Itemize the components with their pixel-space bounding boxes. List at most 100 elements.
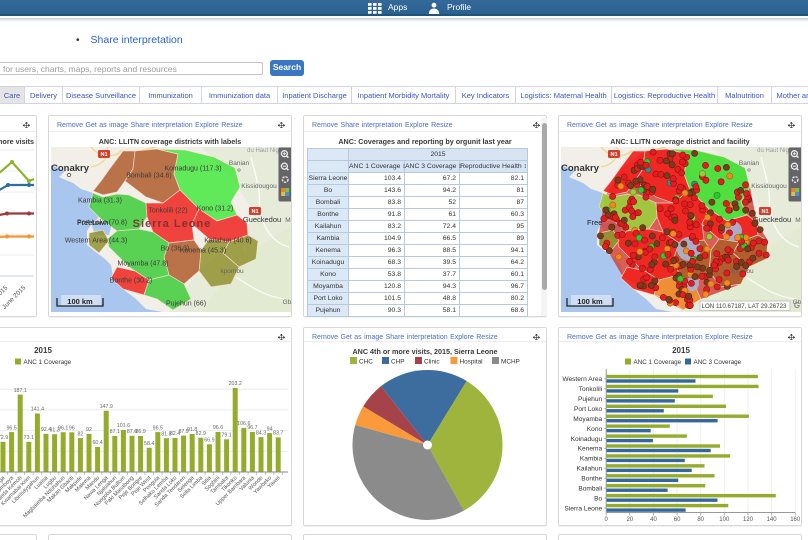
svg-text:160: 160 <box>790 517 801 523</box>
svg-text:0: 0 <box>605 517 609 523</box>
svg-text:87.6: 87.6 <box>127 429 137 435</box>
svg-text:79.1: 79.1 <box>221 433 231 439</box>
svg-text:Port Loko (70.8): Port Loko (70.8) <box>77 220 127 227</box>
svg-text:ANC 1 Coverage: ANC 1 Coverage <box>634 359 682 366</box>
svg-text:Kambia (31.3): Kambia (31.3) <box>78 198 122 205</box>
svg-text:82.9: 82.9 <box>196 431 206 437</box>
svg-text:Conakry: Conakry <box>51 163 90 174</box>
svg-text:Koinadugu (117.3): Koinadugu (117.3) <box>164 166 221 173</box>
svg-text:Kenema (45.3): Kenema (45.3) <box>180 248 226 255</box>
svg-text:203.2: 203.2 <box>229 381 242 387</box>
svg-text:du Haut Nig: du Haut Nig <box>757 148 789 154</box>
svg-text:Western Area: Western Area <box>562 376 602 383</box>
svg-text:72.9: 72.9 <box>0 435 8 441</box>
svg-text:147.9: 147.9 <box>100 404 113 410</box>
svg-text:Pujehun: Pujehun <box>578 396 603 403</box>
svg-text:80: 80 <box>697 517 704 523</box>
svg-text:120: 120 <box>743 517 754 523</box>
svg-text:Kambia: Kambia <box>580 456 603 463</box>
svg-text:Gueckedou: Gueckedou <box>243 215 281 224</box>
svg-text:Moyamba: Moyamba <box>573 416 602 423</box>
svg-text:Gb: Gb <box>793 299 801 306</box>
svg-text:140: 140 <box>767 517 778 523</box>
svg-text:Bonthe (30.2): Bonthe (30.2) <box>110 278 152 285</box>
svg-text:Port Loko: Port Loko <box>574 406 603 413</box>
svg-text:91.3: 91.3 <box>49 427 59 433</box>
svg-text:82.4: 82.4 <box>170 431 180 437</box>
svg-text:106.6: 106.6 <box>237 421 250 427</box>
svg-text:187.1: 187.1 <box>14 388 27 394</box>
svg-text:ANC 1 Coverage: ANC 1 Coverage <box>24 359 72 366</box>
svg-text:2015: 2015 <box>34 346 52 355</box>
svg-text:91.8: 91.8 <box>187 427 197 433</box>
svg-text:Kono: Kono <box>587 426 603 433</box>
svg-text:CHC: CHC <box>359 359 373 366</box>
svg-text:M: M <box>795 217 800 224</box>
svg-text:84.3: 84.3 <box>256 430 266 436</box>
svg-text:Sierra Leone: Sierra Leone <box>133 218 212 230</box>
svg-text:Freetown: Freetown <box>77 218 108 227</box>
svg-text:Western Area (44.3): Western Area (44.3) <box>65 238 128 245</box>
svg-text:Conakry: Conakry <box>561 163 600 174</box>
svg-text:Sierra Leone: Sierra Leone <box>564 505 602 512</box>
svg-text:86.9: 86.9 <box>135 429 145 435</box>
svg-text:Bombali: Bombali <box>578 485 602 492</box>
svg-text:Banian: Banian <box>229 160 250 167</box>
svg-text:N1: N1 <box>610 152 617 158</box>
svg-text:kpombu: kpombu <box>220 268 244 275</box>
svg-text:92: 92 <box>86 427 92 433</box>
svg-text:20: 20 <box>626 517 633 523</box>
svg-text:73.1: 73.1 <box>24 435 34 441</box>
svg-text:83.7: 83.7 <box>273 431 283 437</box>
svg-text:58.4: 58.4 <box>144 441 154 447</box>
svg-text:Moyamba (47.8): Moyamba (47.8) <box>118 261 169 268</box>
svg-text:100: 100 <box>719 517 730 523</box>
svg-text:100 km: 100 km <box>577 297 603 306</box>
svg-text:Pujehun (66): Pujehun (66) <box>166 301 206 308</box>
svg-text:Kailahun: Kailahun <box>577 466 603 473</box>
svg-text:Clinic: Clinic <box>424 359 440 366</box>
svg-text:100 km: 100 km <box>67 297 93 306</box>
svg-text:ANC 3 Coverage: ANC 3 Coverage <box>694 359 742 366</box>
svg-text:Bo (36.3): Bo (36.3) <box>161 246 190 253</box>
svg-text:66.9: 66.9 <box>204 438 214 444</box>
svg-text:92.4: 92.4 <box>41 427 51 433</box>
svg-text:Kissidougou: Kissidougou <box>751 183 787 190</box>
svg-text:G: G <box>794 301 800 310</box>
svg-text:94: 94 <box>267 426 273 432</box>
svg-text:Koinadugu: Koinadugu <box>571 436 603 443</box>
svg-text:du Haut Nig: du Haut Nig <box>247 148 279 154</box>
svg-text:101.6: 101.6 <box>117 423 130 429</box>
svg-text:Kenema: Kenema <box>578 446 603 453</box>
svg-text:60: 60 <box>674 517 681 523</box>
svg-text:96.5: 96.5 <box>6 425 16 431</box>
svg-text:Tonkolili (22): Tonkolili (22) <box>148 208 187 215</box>
svg-text:96.7: 96.7 <box>247 425 257 431</box>
svg-text:Bo: Bo <box>594 495 602 502</box>
svg-text:87.1: 87.1 <box>110 429 120 435</box>
svg-text:60.4: 60.4 <box>92 440 102 446</box>
svg-text:Banian: Banian <box>739 160 760 167</box>
svg-text:N1: N1 <box>100 152 107 158</box>
svg-text:96: 96 <box>69 426 75 432</box>
svg-text:Kissidougou: Kissidougou <box>241 183 277 190</box>
svg-text:2015: 2015 <box>672 346 690 355</box>
svg-text:Bonthe: Bonthe <box>581 476 602 483</box>
svg-text:96.6: 96.6 <box>213 425 223 431</box>
svg-text:Gueckedou: Gueckedou <box>753 215 791 224</box>
svg-text:82: 82 <box>77 431 83 437</box>
svg-text:Free: Free <box>587 218 602 227</box>
svg-text:96.1: 96.1 <box>58 425 68 431</box>
svg-text:96.5: 96.5 <box>153 425 163 431</box>
svg-text:Gb: Gb <box>283 299 291 306</box>
svg-text:Hospital: Hospital <box>460 359 483 366</box>
svg-text:LON 110.67187, LAT 29.26723: LON 110.67187, LAT 29.26723 <box>702 303 788 310</box>
svg-text:M: M <box>285 217 290 224</box>
svg-text:Tonkolili: Tonkolili <box>579 386 603 393</box>
svg-text:87.9: 87.9 <box>178 429 188 435</box>
svg-text:CHP: CHP <box>391 359 405 366</box>
svg-text:MCHP: MCHP <box>501 359 520 366</box>
svg-text:N1: N1 <box>251 209 258 215</box>
svg-text:Kailahun (40.6): Kailahun (40.6) <box>204 238 251 245</box>
svg-text:Kono (31.2): Kono (31.2) <box>197 206 234 213</box>
